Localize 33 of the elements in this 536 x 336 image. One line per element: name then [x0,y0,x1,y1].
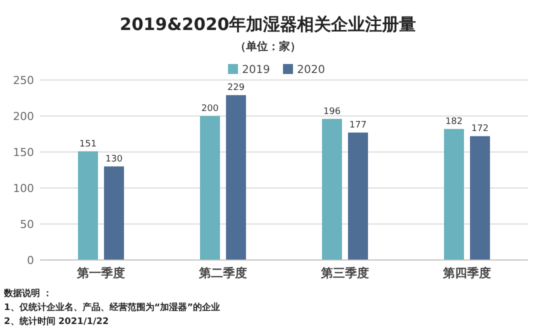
data-label: 229 [227,83,245,94]
x-tick-label: 第三季度 [320,266,369,280]
data-label: 200 [201,104,219,114]
text: 数据说明 ： [3,288,52,299]
legend-label: 2020 [297,63,325,76]
y-tick-label: 250 [13,74,34,87]
y-tick-label: 100 [13,182,34,195]
y-tick-label: 0 [27,254,34,267]
chart-title: 2019&2020年加湿器相关企业注册量 [120,15,416,35]
bar [470,136,490,260]
bar [78,151,98,260]
bar [322,118,342,260]
data-label: 130 [105,154,123,164]
y-tick-label: 200 [13,110,34,123]
data-label: 151 [79,139,97,150]
legend-label: 2019 [242,63,270,76]
data-label: 182 [445,116,463,127]
bar [104,166,124,260]
chart-subtitle: （单位：家） [235,40,301,53]
x-tick-label: 第一季度 [76,266,125,280]
data-label: 177 [349,120,367,131]
x-tick-label: 第二季度 [198,266,247,280]
data-label: 172 [471,124,489,134]
bar [348,132,368,260]
y-tick-label: 150 [13,146,34,159]
bar [444,128,464,260]
bar [200,116,220,260]
y-tick-label: 50 [20,218,34,231]
bar [226,95,246,260]
text: 1、仅统计企业名、产品、经营范围为“加湿器”的企业 [4,302,220,313]
text: 2、统计时间 2021/1/22 [4,316,109,327]
x-tick-label: 第四季度 [442,266,491,280]
data-label: 196 [323,106,341,117]
